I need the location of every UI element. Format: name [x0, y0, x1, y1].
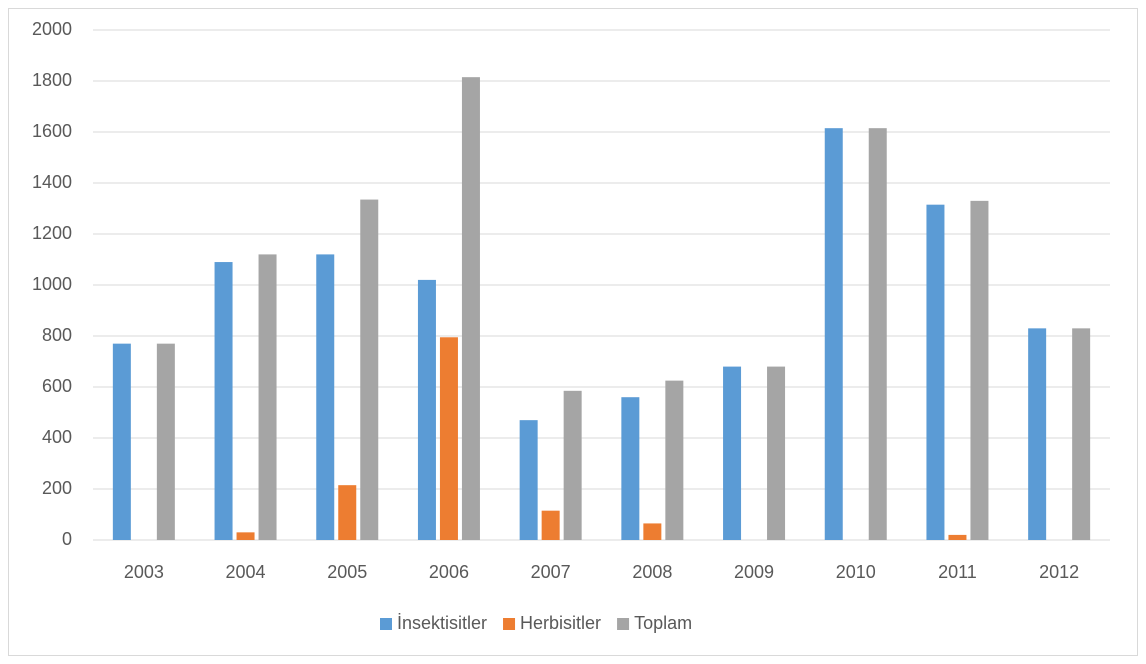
y-tick-label: 1800 — [32, 70, 72, 90]
bar — [258, 254, 277, 540]
bar — [214, 262, 233, 540]
bar — [461, 77, 480, 541]
y-tick-label: 2000 — [32, 19, 72, 39]
y-tick-label: 1000 — [32, 274, 72, 294]
x-tick-label: 2010 — [836, 562, 876, 582]
x-tick-label: 2008 — [632, 562, 672, 582]
x-tick-label: 2011 — [938, 562, 977, 582]
bar — [156, 343, 175, 540]
bar — [665, 380, 684, 540]
y-tick-label: 1400 — [32, 172, 72, 192]
x-tick-label: 2009 — [734, 562, 774, 582]
x-tick-label: 2007 — [531, 562, 571, 582]
legend-swatch — [380, 618, 392, 630]
bar — [926, 204, 945, 541]
x-tick-label: 2004 — [226, 562, 266, 582]
x-tick-label: 2012 — [1039, 562, 1079, 582]
bar — [621, 397, 640, 540]
x-tick-label: 2003 — [124, 562, 164, 582]
bar — [1028, 328, 1047, 540]
bar — [868, 128, 887, 541]
y-tick-label: 200 — [42, 478, 72, 498]
bar — [112, 343, 131, 540]
y-tick-label: 800 — [42, 325, 72, 345]
bar — [541, 510, 560, 540]
legend-label: İnsektisitler — [397, 613, 487, 633]
bar — [767, 366, 786, 540]
y-tick-label: 0 — [62, 529, 72, 549]
bar — [824, 128, 843, 541]
bar — [563, 390, 582, 540]
y-tick-label: 1600 — [32, 121, 72, 141]
bar — [439, 337, 458, 540]
bar — [519, 420, 538, 540]
legend-label: Toplam — [634, 613, 692, 633]
bar — [417, 279, 436, 540]
y-tick-label: 600 — [42, 376, 72, 396]
y-tick-label: 400 — [42, 427, 72, 447]
bar — [316, 254, 335, 540]
chart-frame — [8, 8, 1138, 656]
legend-swatch — [617, 618, 630, 630]
bar — [338, 485, 357, 540]
bar — [970, 200, 989, 540]
bar — [643, 523, 662, 540]
bar — [236, 532, 255, 540]
bar — [360, 199, 379, 540]
x-tick-label: 2006 — [429, 562, 469, 582]
legend-label: Herbisitler — [520, 613, 601, 633]
bar — [948, 534, 967, 540]
y-tick-label: 1200 — [32, 223, 72, 243]
legend-swatch — [503, 618, 516, 630]
bar — [1072, 328, 1091, 540]
x-tick-label: 2005 — [327, 562, 367, 582]
bar — [723, 366, 742, 540]
